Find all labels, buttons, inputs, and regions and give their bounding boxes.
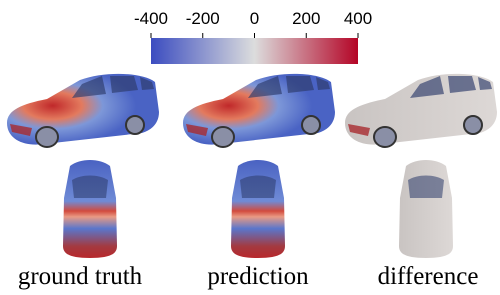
panel-label: difference <box>378 263 479 290</box>
car-top-prediction <box>231 160 285 258</box>
car-side-difference <box>344 72 498 148</box>
tick-label: 0 <box>250 9 259 28</box>
tick-label: 200 <box>292 9 320 28</box>
car-side-ground-truth <box>6 72 160 148</box>
panel-label: ground truth <box>18 263 143 290</box>
car-side-prediction <box>182 72 336 148</box>
tick-label: -400 <box>134 9 168 28</box>
colorbar <box>151 38 358 64</box>
car-top-ground-truth <box>63 160 117 258</box>
car-top-difference <box>399 160 453 258</box>
panel-label: prediction <box>207 263 309 290</box>
tick-label: -200 <box>186 9 220 28</box>
tick-label: 400 <box>344 9 372 28</box>
